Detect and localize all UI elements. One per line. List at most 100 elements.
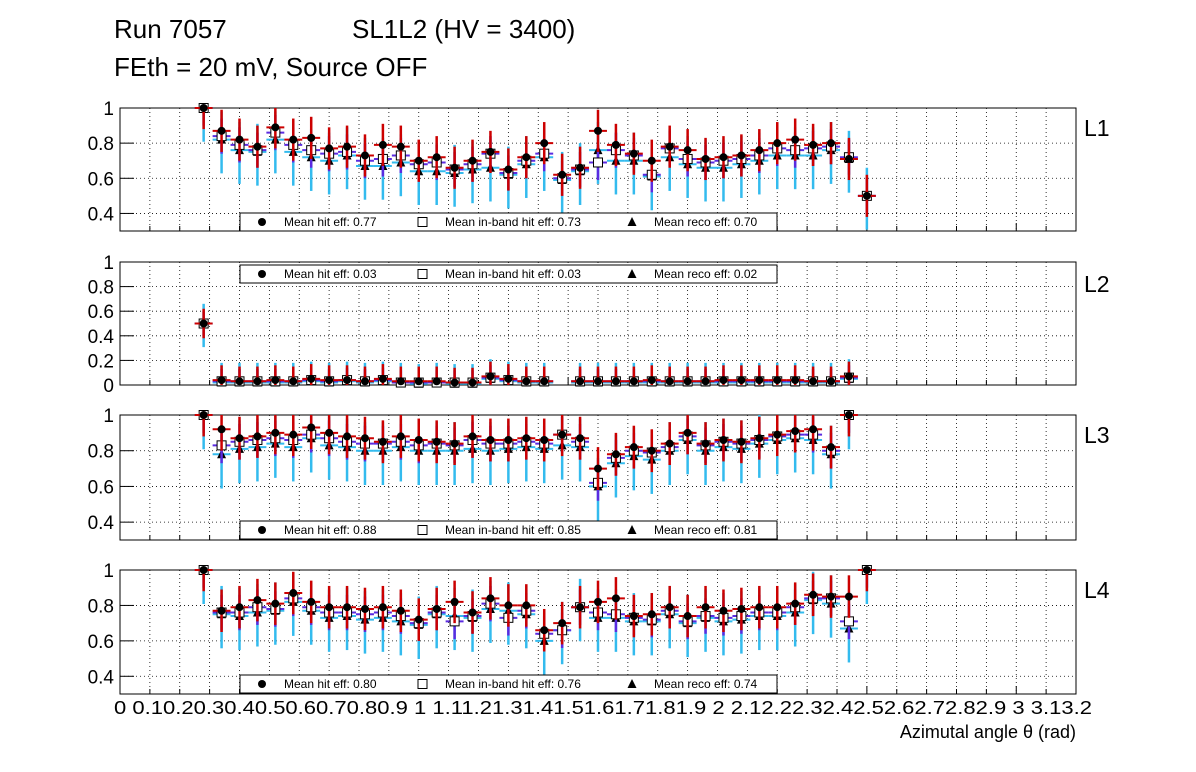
hit-eff-point [755,603,764,612]
legend-hit-label: Mean hit eff: 0.77 [284,215,377,229]
hit-eff-point [217,606,226,615]
legend-reco-label: Mean reco eff: 0.74 [654,677,758,691]
hit-eff-point [647,156,656,165]
hit-eff-point [307,597,316,606]
hit-eff-point [504,436,513,444]
legend-hit-marker [258,270,266,278]
hit-eff-point [594,597,602,606]
chamber-title: SL1L2 (HV = 3400) [352,14,576,44]
hit-eff-point [217,376,226,385]
hit-eff-point [360,151,369,160]
legend-box [239,520,778,540]
hit-eff-point [594,126,602,135]
hit-eff-point [594,377,602,386]
y-tick-label: 0.8 [88,442,114,463]
hit-eff-point [558,430,567,439]
hit-eff-point [235,377,244,386]
hit-eff-point [378,374,387,383]
hit-eff-point [271,428,280,437]
hit-eff-point [271,123,280,132]
hit-eff-point [414,615,423,624]
hit-eff-point [450,378,459,387]
hit-eff-point [289,589,298,598]
hit-eff-point [701,603,710,612]
legend-hit-marker [258,680,266,688]
hit-eff-point [809,425,818,434]
hit-eff-point [217,126,226,135]
hit-eff-point [235,135,244,144]
y-tick-label: 1 [103,253,114,274]
hit-eff-point [701,439,710,448]
hit-eff-point [737,151,746,160]
hit-eff-point [199,566,208,574]
hit-eff-point [773,430,782,439]
hit-eff-point [827,443,836,452]
hit-eff-point [540,626,549,635]
hit-eff-point [737,376,746,385]
hit-eff-point [665,142,674,151]
hit-eff-point [486,594,495,603]
hit-eff-point [432,437,441,446]
legend-inband-marker [417,269,428,279]
hit-eff-point [414,377,423,386]
hit-eff-point [307,133,316,142]
hit-eff-point [683,428,692,437]
hit-eff-point [199,319,208,328]
legend-hit-marker [258,526,266,534]
hit-eff-point [253,596,262,605]
legend-reco-marker [627,269,637,278]
hit-eff-point [307,374,316,383]
hit-eff-point [360,434,369,443]
hit-eff-point [809,590,818,599]
hit-eff-point [253,432,262,441]
hit-eff-point [791,427,800,436]
legend-reco-marker [627,679,637,688]
hit-eff-point [414,436,423,444]
panel-l1: 0.4 0.6 0.8 1 Mean hit eff: 0.77 Mean in-band… [88,99,1110,232]
hit-eff-point [683,146,692,155]
hit-eff-point [862,191,871,200]
y-tick-label: 0.8 [88,596,114,617]
hit-eff-point [486,436,495,444]
hit-eff-point [360,604,369,613]
legend-inband-label: Mean in-band hit eff: 0.73 [445,215,581,229]
hit-eff-point [468,156,477,165]
legend-reco-label: Mean reco eff: 0.81 [654,523,758,537]
hit-eff-point [343,142,352,151]
panel-l4: 0.4 0.6 0.8 1 Mean hit eff: 0.80 Mean in-band… [88,561,1110,695]
hit-eff-point [844,592,853,601]
panel-label-l4: L4 [1084,577,1110,603]
hit-eff-point [414,156,423,165]
y-tick-label: 0.4 [88,204,115,225]
hit-eff-point [647,446,656,455]
hit-eff-point [504,165,513,174]
hit-eff-point [522,601,531,610]
hit-eff-point [450,163,459,172]
hit-eff-point [343,432,352,441]
inband-eff-point [843,616,854,627]
hit-eff-point [289,377,298,386]
hit-eff-point [719,606,728,615]
panel-l3: 0.4 0.6 0.8 1 Mean hit eff: 0.88 Mean in-band… [88,406,1110,541]
hit-eff-point [719,153,728,162]
y-tick-label: 1 [103,561,114,582]
y-tick-label: 0.4 [88,513,115,534]
hit-eff-point [378,603,387,612]
legend-inband-label: Mean in-band hit eff: 0.85 [445,523,581,537]
hit-eff-point [862,566,871,574]
hit-eff-point [450,597,459,606]
hit-eff-point [378,437,387,446]
y-tick-label: 0.6 [88,477,114,498]
hit-eff-point [629,149,638,158]
hit-eff-point [522,377,531,386]
hit-eff-point [468,432,477,441]
hit-eff-point [396,432,405,441]
hit-eff-point [755,146,764,155]
hit-eff-point [827,592,836,601]
hit-eff-point [289,430,298,439]
hit-eff-point [755,434,764,443]
legend-hit-marker [258,218,266,226]
hit-eff-point [468,608,477,617]
hit-eff-point [217,425,226,434]
